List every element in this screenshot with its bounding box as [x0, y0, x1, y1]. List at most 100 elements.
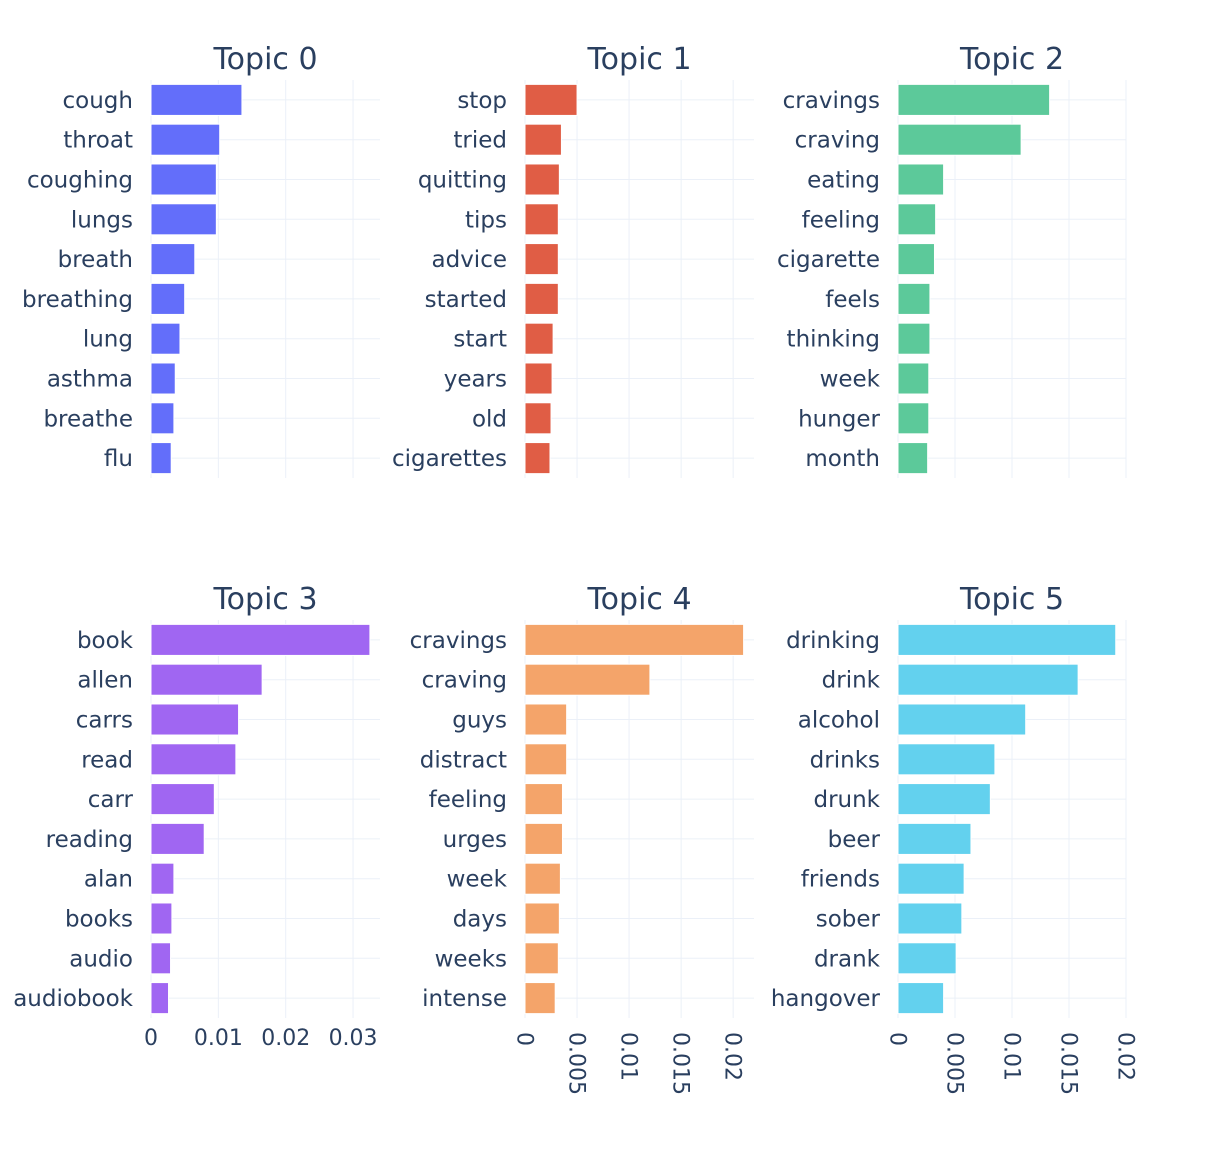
category-label: cravings: [783, 88, 880, 114]
bar: [524, 442, 551, 475]
category-label: coughing: [27, 168, 133, 194]
bar: [150, 282, 186, 315]
category-label: drinks: [810, 747, 880, 773]
category-label: week: [820, 367, 881, 393]
bar: [897, 902, 963, 935]
bar: [897, 623, 1117, 656]
category-label: thinking: [787, 327, 880, 353]
bar: [897, 123, 1022, 156]
category-label: lung: [83, 327, 133, 353]
category-label: alcohol: [798, 708, 880, 734]
tick-label: 0.02: [261, 1026, 310, 1051]
panel-title: Topic 3: [212, 582, 317, 617]
category-label: audio: [69, 946, 133, 972]
category-label: throat: [63, 128, 133, 154]
bar: [897, 862, 965, 895]
bar: [150, 703, 240, 736]
bar: [524, 623, 745, 656]
bar: [897, 402, 930, 435]
bar: [524, 942, 559, 975]
tick-label: 0.005: [941, 1032, 966, 1095]
tick-label: 0.02: [1112, 1032, 1137, 1081]
category-label: books: [65, 907, 133, 933]
bar: [897, 203, 937, 236]
category-label: sober: [816, 907, 881, 933]
panel-title: Topic 4: [586, 582, 691, 617]
category-label: urges: [443, 827, 507, 853]
bar: [524, 783, 563, 816]
category-label: craving: [422, 668, 507, 694]
bar: [150, 442, 172, 475]
bar: [524, 123, 562, 156]
bar: [150, 163, 217, 196]
category-label: feeling: [429, 787, 507, 813]
category-label: flu: [104, 446, 133, 472]
bar: [150, 623, 371, 656]
category-label: weeks: [435, 946, 507, 972]
category-label: breathing: [22, 287, 133, 313]
category-label: carr: [88, 787, 134, 813]
category-label: stop: [457, 88, 507, 114]
category-label: cravings: [410, 628, 507, 654]
category-label: cigarette: [777, 247, 880, 273]
category-label: distract: [420, 747, 507, 773]
category-label: lungs: [71, 207, 133, 233]
tick-label: 0.01: [615, 1032, 640, 1081]
category-label: drink: [822, 668, 881, 694]
category-label: allen: [77, 668, 133, 694]
category-label: feeling: [802, 207, 880, 233]
category-label: asthma: [47, 367, 133, 393]
bar: [524, 83, 578, 116]
category-label: advice: [432, 247, 508, 273]
bar: [150, 902, 173, 935]
bar: [524, 243, 559, 276]
category-label: quitting: [418, 168, 507, 194]
tick-label: 0: [511, 1032, 536, 1046]
tick-label: 0: [884, 1032, 909, 1046]
bar: [150, 203, 217, 236]
category-label: feels: [825, 287, 880, 313]
category-label: alan: [84, 867, 133, 893]
bar: [897, 743, 996, 776]
category-label: beer: [828, 827, 881, 853]
bar: [524, 163, 560, 196]
bar: [524, 982, 556, 1015]
tick-label: 0.03: [329, 1026, 378, 1051]
bar: [150, 123, 221, 156]
tick-label: 0.015: [1055, 1032, 1080, 1095]
category-label: started: [425, 287, 507, 313]
category-label: days: [453, 907, 507, 933]
bar: [897, 442, 929, 475]
bar: [150, 862, 175, 895]
category-label: drunk: [813, 787, 880, 813]
bar: [524, 703, 568, 736]
tick-label: 0.01: [194, 1026, 243, 1051]
category-label: intense: [422, 986, 507, 1012]
tick-label: 0.005: [563, 1032, 588, 1095]
category-label: hangover: [771, 986, 881, 1012]
category-label: drinking: [786, 628, 880, 654]
category-label: cough: [63, 88, 133, 114]
bar: [897, 163, 945, 196]
bar: [150, 83, 243, 116]
bar: [897, 83, 1051, 116]
bar: [897, 942, 957, 975]
bar: [524, 282, 559, 315]
category-label: old: [472, 406, 507, 432]
bar: [524, 902, 560, 935]
panel-title: Topic 1: [586, 42, 691, 77]
bar: [897, 822, 972, 855]
bar: [524, 322, 554, 355]
category-label: tried: [453, 128, 507, 154]
bar: [524, 663, 651, 696]
category-label: carrs: [76, 708, 133, 734]
category-label: audiobook: [13, 986, 133, 1012]
category-label: book: [77, 628, 134, 654]
category-label: breathe: [43, 406, 133, 432]
bar: [897, 243, 935, 276]
bar: [524, 862, 561, 895]
tick-label: 0.02: [719, 1032, 744, 1081]
bar: [897, 703, 1027, 736]
panel-title: Topic 2: [959, 42, 1064, 77]
